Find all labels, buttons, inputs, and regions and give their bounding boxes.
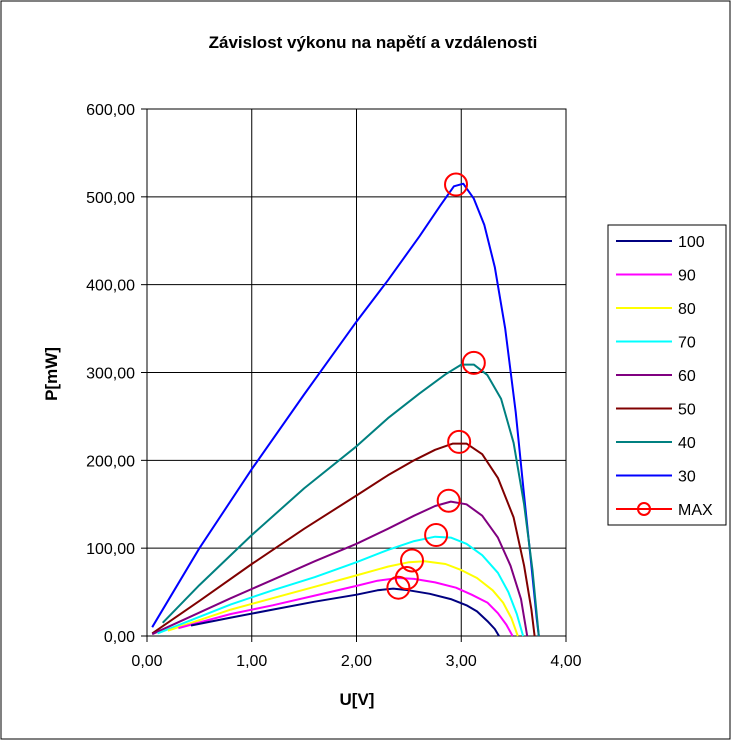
x-tick-label: 1,00 bbox=[236, 653, 267, 670]
y-tick-label: 300,00 bbox=[86, 366, 135, 383]
x-tick-label: 4,00 bbox=[550, 653, 581, 670]
legend-label-30: 30 bbox=[678, 469, 696, 486]
y-tick-label: 400,00 bbox=[86, 278, 135, 295]
max-marker bbox=[436, 488, 461, 513]
legend-label-70: 70 bbox=[678, 335, 696, 352]
series-line-40 bbox=[161, 363, 540, 637]
axis-ticks: 0,00 1,00 2,00 3,00 4,00 0,00 100,00 200,00 300,… bbox=[86, 102, 582, 670]
max-marker bbox=[447, 429, 472, 454]
legend: 100 90 80 70 60 50 40 30 MAX bbox=[607, 224, 727, 526]
series-line-80 bbox=[167, 560, 519, 637]
legend-label-80: 80 bbox=[678, 301, 696, 318]
legend-label-100: 100 bbox=[678, 234, 705, 251]
max-marker bbox=[424, 522, 449, 547]
max-markers bbox=[386, 172, 486, 600]
series-line-50 bbox=[151, 442, 536, 637]
legend-label-40: 40 bbox=[678, 435, 696, 452]
series-line-70 bbox=[157, 535, 525, 637]
max-marker bbox=[444, 172, 469, 197]
legend-marker-max bbox=[637, 502, 651, 516]
y-tick-label: 200,00 bbox=[86, 453, 135, 470]
max-marker bbox=[386, 575, 411, 600]
series-line-90 bbox=[178, 577, 514, 637]
y-tick-label: 0,00 bbox=[104, 629, 135, 646]
x-axis-title: U[V] bbox=[340, 690, 375, 709]
x-tick-label: 2,00 bbox=[341, 653, 372, 670]
legend-label-90: 90 bbox=[678, 268, 696, 285]
y-tick-label: 600,00 bbox=[86, 102, 135, 119]
legend-label-60: 60 bbox=[678, 368, 696, 385]
y-axis-title: P[mW] bbox=[42, 347, 61, 401]
legend-label-50: 50 bbox=[678, 402, 696, 419]
series-line-30 bbox=[151, 182, 540, 637]
series-line-60 bbox=[151, 500, 529, 637]
chart-title: Závislost výkonu na napětí a vzdálenosti bbox=[209, 33, 538, 52]
max-marker bbox=[394, 566, 419, 591]
x-tick-label: 0,00 bbox=[131, 653, 162, 670]
max-marker bbox=[400, 548, 425, 573]
legend-label-max: MAX bbox=[678, 502, 713, 519]
gridlines bbox=[147, 109, 566, 636]
plot-area: 0,00 1,00 2,00 3,00 4,00 0,00 100,00 200,00 300,… bbox=[86, 102, 582, 670]
series-lines bbox=[151, 182, 540, 637]
x-tick-label: 3,00 bbox=[446, 653, 477, 670]
max-marker bbox=[461, 350, 486, 375]
y-tick-label: 100,00 bbox=[86, 541, 135, 558]
y-tick-label: 500,00 bbox=[86, 190, 135, 207]
